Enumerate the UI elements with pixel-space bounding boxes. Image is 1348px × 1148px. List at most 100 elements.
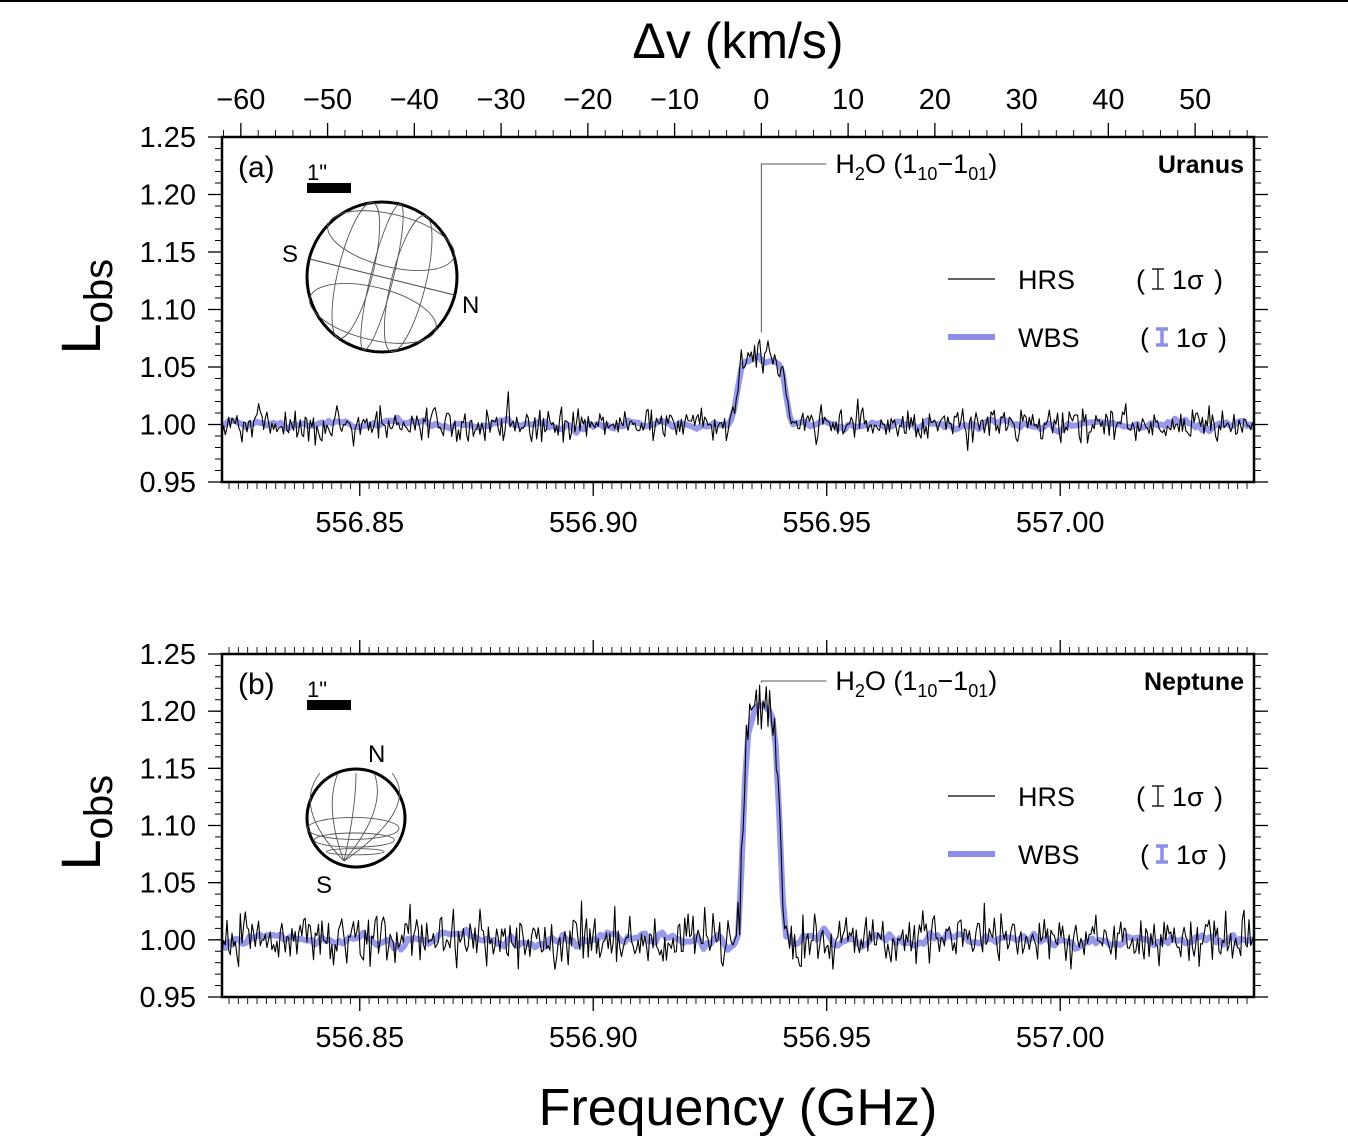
x-tick-label: 556.85 <box>315 507 404 539</box>
annotation-mid: O (1 <box>865 666 918 696</box>
planet-inset: 1" N S <box>305 677 407 899</box>
y-tick-label: 1.20 <box>140 180 196 212</box>
annotation-dash: −1 <box>937 666 968 696</box>
planet-meridian <box>331 772 345 862</box>
annotation-sub: 2 <box>855 164 865 184</box>
y-axis-label-main: L <box>49 839 112 870</box>
annotation-sub: 10 <box>917 681 937 701</box>
y-tick-label: 1.25 <box>140 639 196 671</box>
legend-paren: ) <box>1218 840 1227 870</box>
planet-name: Uranus <box>1158 151 1244 179</box>
series-line-hrs <box>222 339 1254 452</box>
annotation-sub: 01 <box>968 164 988 184</box>
y-tick-label: 1.00 <box>140 925 196 957</box>
legend-label: HRS <box>1018 782 1075 812</box>
y-axis-label: Lobs <box>49 259 121 355</box>
top-tick-label: −60 <box>216 84 265 116</box>
planet-latitude <box>306 816 400 840</box>
legend-paren: ) <box>1214 265 1223 295</box>
annotation-leader-line <box>760 163 827 333</box>
y-axis-label-main: L <box>49 323 112 354</box>
annotation-leader-line <box>760 680 827 683</box>
legend-paren: ( <box>1140 323 1149 353</box>
scale-bar <box>307 700 351 710</box>
annotation-sub: 10 <box>917 164 937 184</box>
planet-meridian <box>343 772 400 862</box>
top-tick-label: −10 <box>650 84 699 116</box>
y-axis-label: Lobs <box>49 775 121 871</box>
top-tick-label: −50 <box>303 84 352 116</box>
top-tick-label: 0 <box>753 84 769 116</box>
annotation-sub: 2 <box>855 681 865 701</box>
line-annotation: H2O (110−101) <box>835 149 997 184</box>
top-tick-label: −30 <box>476 84 525 116</box>
panel-label: (b) <box>238 668 275 701</box>
top-tick-label: 40 <box>1092 84 1124 116</box>
x-tick-label: 557.00 <box>1016 507 1105 539</box>
top-tick-label: 20 <box>919 84 951 116</box>
top-tick-label: −20 <box>563 84 612 116</box>
y-tick-label: 1.10 <box>140 811 196 843</box>
planet-meridian <box>309 772 345 862</box>
legend-paren: ( <box>1136 782 1145 812</box>
annotation-end: ) <box>988 149 997 179</box>
planet-axis <box>309 258 455 296</box>
legend-error-label: 1σ <box>1172 265 1204 295</box>
top-tick-label: 50 <box>1179 84 1211 116</box>
x-tick-label: 556.90 <box>549 1022 638 1054</box>
y-tick-label: 1.05 <box>140 352 196 384</box>
planet-grid <box>309 201 455 353</box>
pole-label: S <box>282 241 298 268</box>
panel-a: 0.95 1.00 1.05 1.10 1.15 1.20 1.25 556.85 556.90… <box>49 13 1268 539</box>
y-tick-label: 1.15 <box>140 237 196 269</box>
scale-bar <box>307 183 351 193</box>
y-tick-label: 1.15 <box>140 753 196 785</box>
panel-label: (a) <box>238 151 275 184</box>
planet-latitude <box>313 832 395 848</box>
top-tick-label: 30 <box>1005 84 1037 116</box>
legend-error-label: 1σ <box>1176 323 1208 353</box>
planet-disk <box>305 767 407 869</box>
planet-meridian <box>343 772 357 862</box>
legend-error-label: 1σ <box>1172 782 1204 812</box>
planet-inset: 1" S N <box>282 160 479 354</box>
legend-paren: ) <box>1218 323 1227 353</box>
scale-bar-label: 1" <box>307 160 327 185</box>
annotation-end: ) <box>988 666 997 696</box>
x-tick-label: 556.85 <box>315 1022 404 1054</box>
x-tick-label: 557.00 <box>1016 1022 1105 1054</box>
y-tick-label: 1.25 <box>140 122 196 154</box>
planet-meridian <box>343 772 378 862</box>
top-axis-label: Δv (km/s) <box>632 13 843 69</box>
top-tick-label: 10 <box>832 84 864 116</box>
planet-name: Neptune <box>1144 668 1244 696</box>
top-tick-label: −40 <box>390 84 439 116</box>
scale-bar-label: 1" <box>307 677 327 702</box>
x-tick-label: 556.95 <box>782 507 871 539</box>
legend-error-label: 1σ <box>1176 840 1208 870</box>
legend-label: HRS <box>1018 265 1075 295</box>
y-tick-label: 0.95 <box>140 467 196 499</box>
top-border <box>0 0 1348 2</box>
annotation-sub: 01 <box>968 681 988 701</box>
legend-paren: ( <box>1136 265 1145 295</box>
legend-label: WBS <box>1018 840 1080 870</box>
pole-label: S <box>316 872 332 899</box>
planet-meridian <box>331 201 381 339</box>
y-tick-label: 1.00 <box>140 410 196 442</box>
annotation-species: H <box>835 666 855 696</box>
panel-b: 0.95 1.00 1.05 1.10 1.15 1.20 1.25 556.85 556.90… <box>49 639 1268 1054</box>
line-annotation: H2O (110−101) <box>835 666 997 701</box>
annotation-species: H <box>835 149 855 179</box>
y-axis-label-sub: obs <box>77 775 121 840</box>
y-axis-label-sub: obs <box>77 259 121 324</box>
legend-label: WBS <box>1018 323 1080 353</box>
y-tick-label: 0.95 <box>140 982 196 1014</box>
planet-latitude <box>325 848 385 856</box>
planet-meridian <box>360 203 404 351</box>
planet-latitude <box>309 283 437 344</box>
y-tick-label: 1.05 <box>140 868 196 900</box>
x-tick-label: 556.95 <box>782 1022 871 1054</box>
y-tick-label: 1.10 <box>140 295 196 327</box>
annotation-dash: −1 <box>937 149 968 179</box>
